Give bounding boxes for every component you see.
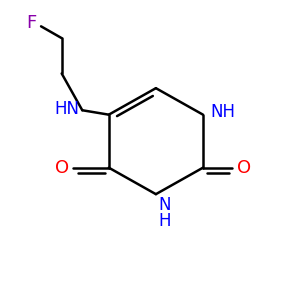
Text: O: O bbox=[237, 159, 251, 177]
Text: F: F bbox=[26, 14, 37, 32]
Text: NH: NH bbox=[210, 103, 236, 121]
Text: N: N bbox=[159, 196, 171, 214]
Text: H: H bbox=[159, 212, 171, 230]
Text: O: O bbox=[55, 159, 69, 177]
Text: HN: HN bbox=[54, 100, 79, 118]
